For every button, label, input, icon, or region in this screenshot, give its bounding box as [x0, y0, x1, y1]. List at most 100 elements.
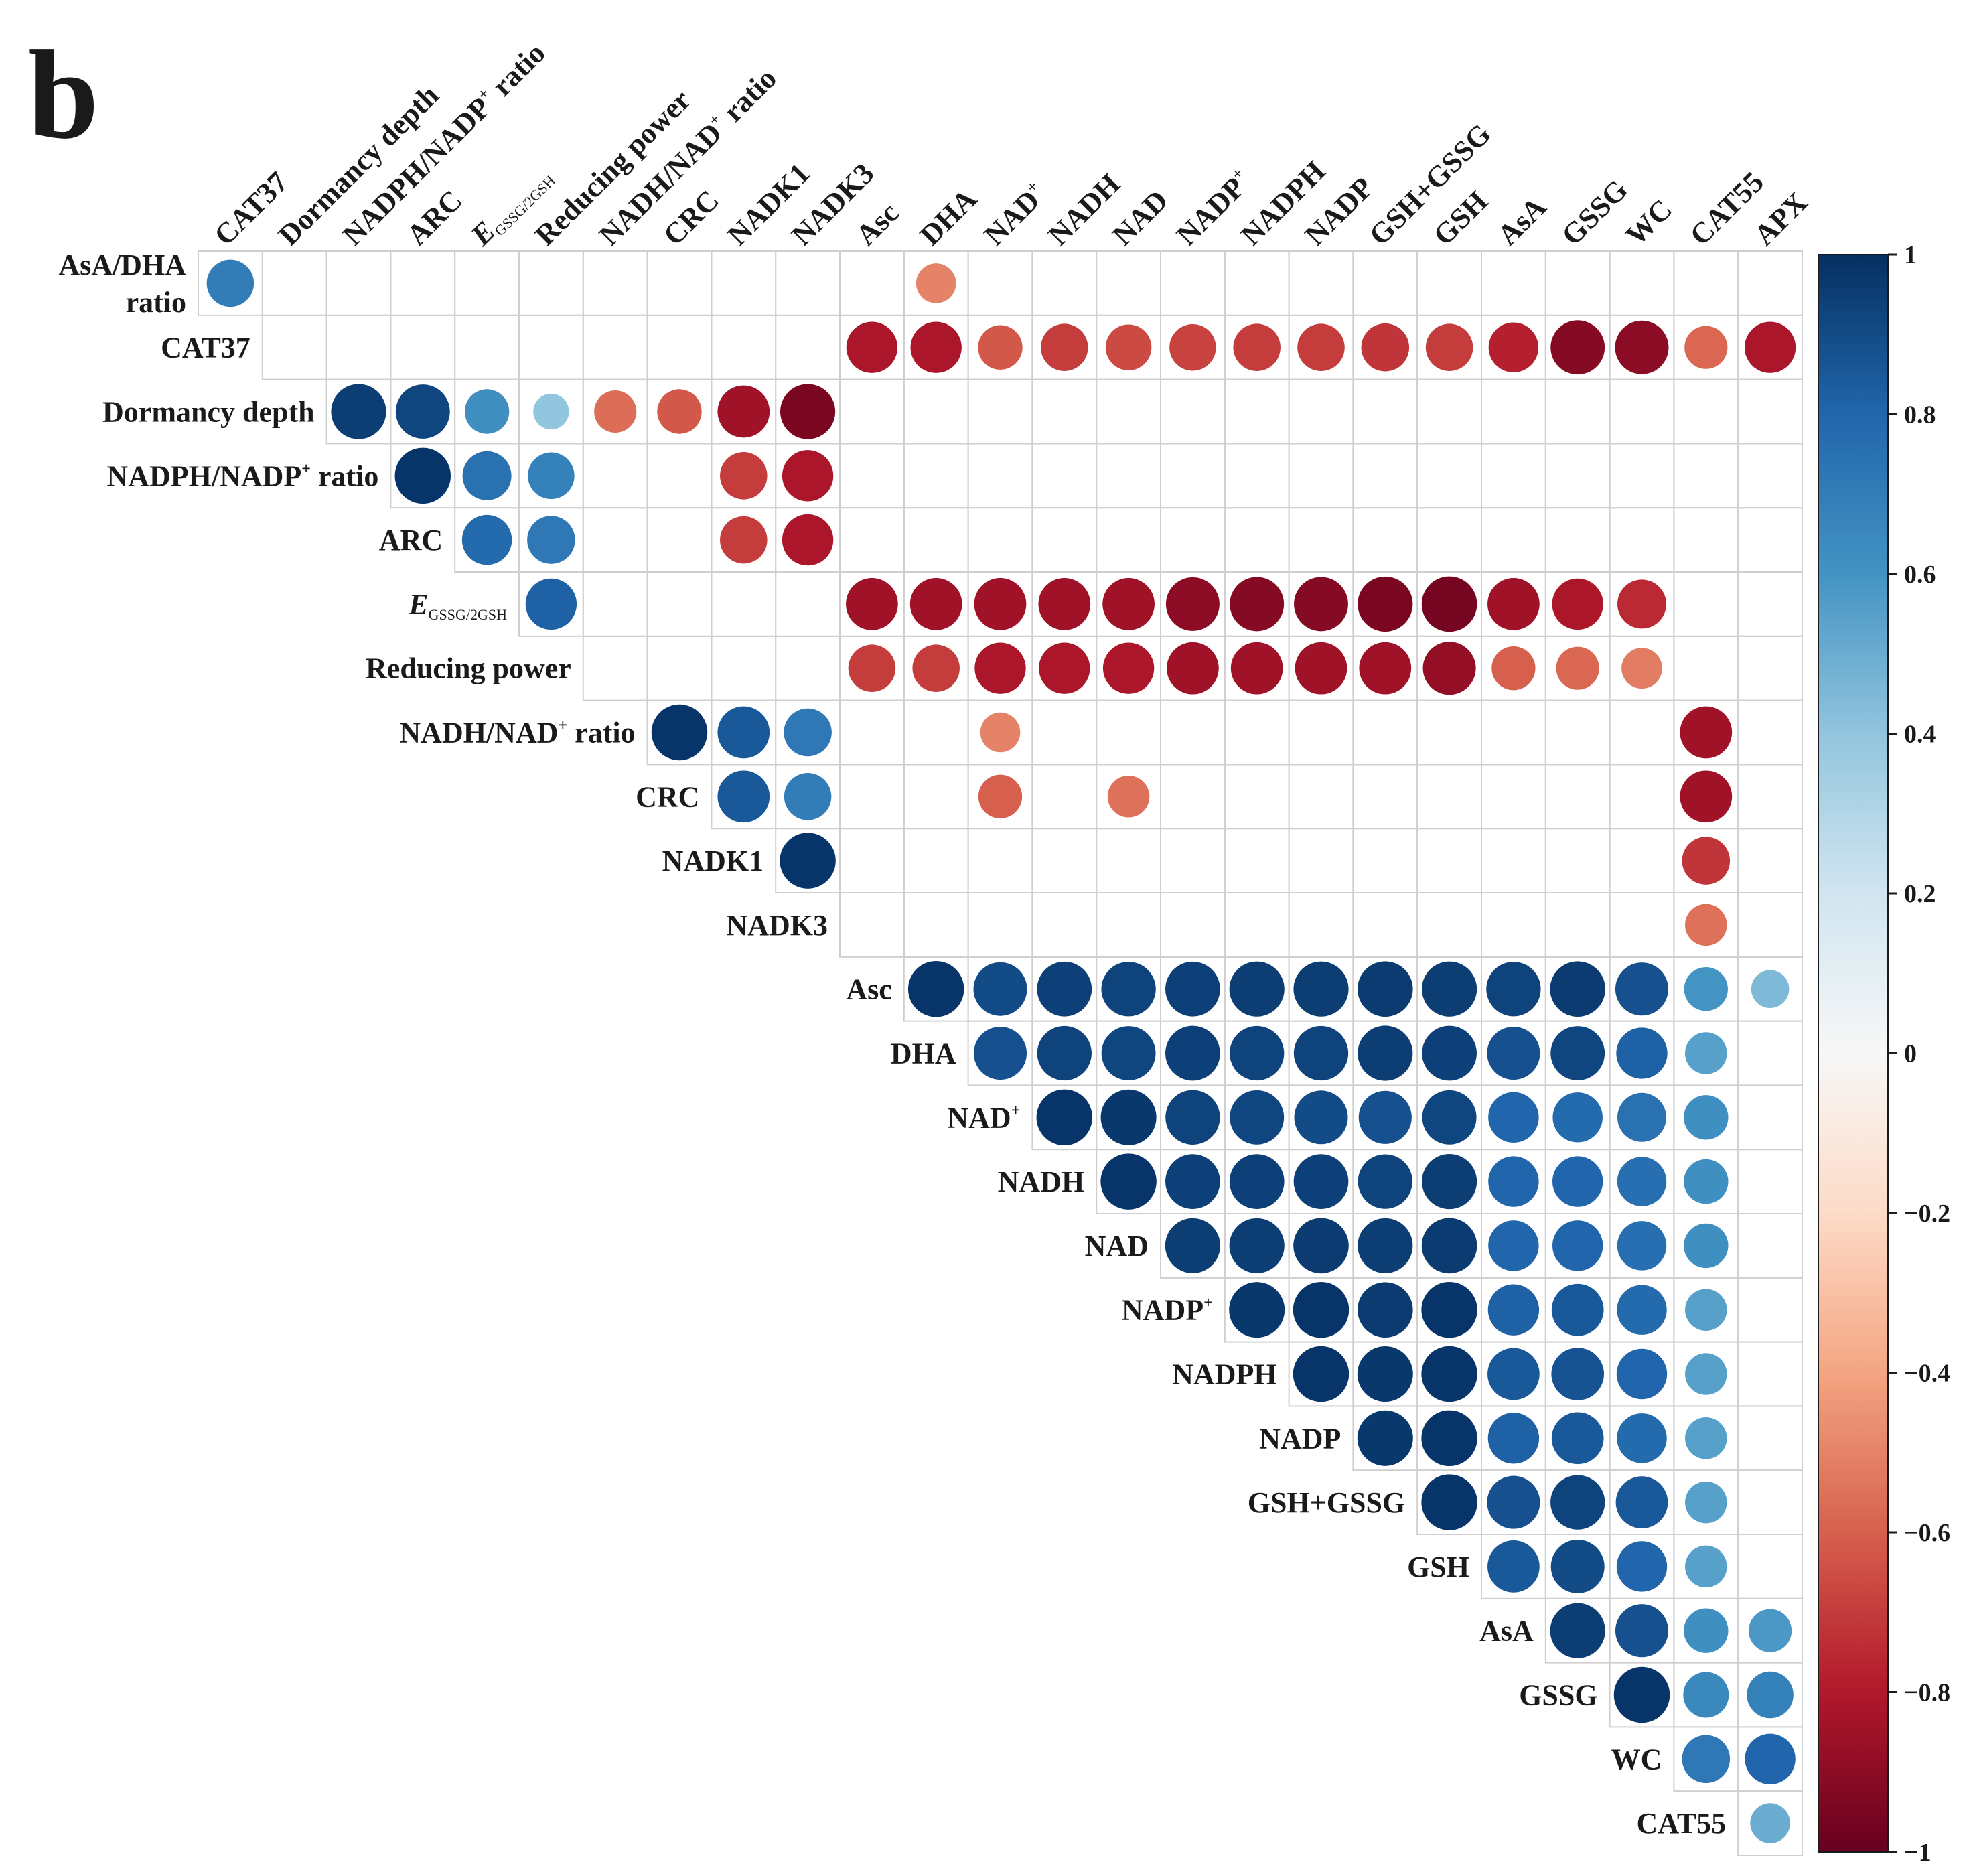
grid-cell: [1544, 250, 1611, 316]
corr-circle-nad-gsh-gssg: [1358, 1090, 1412, 1144]
corr-circle-dha-nad: [1101, 1026, 1156, 1080]
grid-cell: [1160, 250, 1226, 316]
grid-cell: [582, 443, 648, 509]
grid-cell: [775, 635, 841, 701]
corr-circle-nadh-nad-ratio-cat55: [1680, 706, 1733, 759]
grid-cell: [1481, 828, 1546, 893]
grid-cell: [390, 314, 456, 380]
corr-circle-nad-gsh: [1422, 1090, 1477, 1145]
grid-cell: [1160, 507, 1226, 573]
grid-cell: [646, 314, 713, 380]
grid-cell: [1416, 699, 1482, 766]
corr-circle-nadp-nadph: [1229, 1282, 1285, 1338]
corr-circle-reducing-power-wc: [1621, 648, 1662, 689]
grid-cell: [646, 635, 713, 701]
corr-circle-e-gssg-2gsh-nadp: [1294, 577, 1348, 632]
grid-cell: [839, 892, 905, 958]
grid-cell: [1031, 699, 1098, 766]
corr-circle-gssg-wc: [1613, 1666, 1670, 1723]
corr-circle-nad-nadph: [1229, 1218, 1285, 1273]
grid-cell: [903, 764, 969, 830]
row-label-dormancy-depth: Dormancy depth: [102, 396, 315, 429]
row-label-e-gssg-2gsh: EGSSG/2GSH: [408, 588, 507, 623]
row-label-nadh-nad-ratio: NADH/NAD+ ratio: [399, 717, 635, 749]
corr-circle-e-gssg-2gsh-wc: [1617, 579, 1667, 629]
colorbar-tick-label: 0.2: [1904, 880, 1936, 908]
colorbar-gradient: [1818, 254, 1889, 1853]
corr-circle-gsh-wc: [1616, 1541, 1668, 1592]
corr-circle-nadp-gssg: [1551, 1412, 1604, 1465]
grid-cell: [1096, 892, 1161, 958]
corr-circle-gsh-asa: [1487, 1540, 1540, 1593]
row-label-cat55: CAT55: [1637, 1807, 1727, 1840]
corr-circle-dormancy-depth-crc: [657, 389, 702, 434]
grid-cell: [1737, 828, 1803, 893]
corr-circle-asc-cat55: [1684, 967, 1728, 1011]
corr-circle-cat37-asa: [1488, 322, 1539, 372]
grid-cell: [1224, 507, 1290, 573]
corr-circle-nadp-gsh: [1421, 1410, 1477, 1467]
grid-cell: [839, 443, 905, 509]
corr-circle-crc-cat55: [1680, 770, 1733, 823]
corr-circle-dha-asa: [1487, 1026, 1540, 1080]
grid-cell: [839, 378, 905, 445]
corr-circle-asa-gssg: [1550, 1603, 1605, 1658]
grid-cell: [1160, 892, 1226, 958]
grid-cell: [1352, 250, 1418, 316]
grid-cell: [1609, 507, 1675, 573]
grid-cell: [1544, 699, 1611, 766]
grid-cell: [1224, 699, 1290, 766]
corr-circle-nadph-asa: [1487, 1348, 1540, 1400]
corr-circle-nad-nadp: [1294, 1090, 1348, 1145]
corr-circle-nadh-wc: [1617, 1157, 1667, 1206]
corr-circle-nad-wc: [1617, 1221, 1667, 1271]
corr-circle-nadp-gsh: [1421, 1281, 1477, 1338]
grid-cell: [582, 250, 648, 316]
corr-circle-e-gssg-2gsh-gsh: [1421, 576, 1477, 632]
corr-circle-asc-asa: [1486, 962, 1541, 1017]
corr-circle-e-gssg-2gsh-gssg: [1552, 578, 1603, 630]
corr-circle-nadp-asa: [1487, 1413, 1540, 1464]
grid-cell: [518, 314, 584, 380]
grid-cell: [1160, 828, 1226, 893]
grid-cell: [1544, 507, 1611, 573]
grid-cell: [1031, 250, 1098, 316]
correlation-circles: [206, 259, 1796, 1843]
corr-circle-dormancy-depth-nadk3: [780, 384, 836, 439]
corr-circle-nadph-gsh-gssg: [1357, 1346, 1413, 1402]
row-label-nadp: NADP+: [1122, 1294, 1213, 1327]
grid-cell: [903, 443, 969, 509]
grid-cell: [1673, 443, 1739, 509]
corr-circle-nad-gsh: [1421, 1218, 1477, 1274]
corr-circle-nad-asa: [1488, 1092, 1539, 1143]
row-label-nadh: NADH: [998, 1165, 1085, 1198]
corr-circle-nad-gssg: [1552, 1220, 1603, 1271]
grid-cell: [839, 507, 905, 573]
corr-circle-nadph-nadp-ratio-nadk3: [782, 450, 834, 502]
grid-cell: [1416, 250, 1482, 316]
corr-circle-asc-nad: [1101, 962, 1156, 1017]
grid-cell: [1481, 892, 1546, 958]
corr-circle-wc-cat55: [1682, 1735, 1731, 1784]
grid-cell: [1224, 828, 1290, 893]
corr-circle-cat37-wc: [1615, 320, 1669, 374]
corr-circle-dha-nadp: [1165, 1025, 1220, 1081]
grid-cell: [1160, 764, 1226, 830]
grid-cell: [518, 250, 584, 316]
grid-cell: [1224, 378, 1290, 445]
grid-cell: [582, 507, 648, 573]
grid-cell: [1224, 250, 1290, 316]
corr-circle-nadh-asa: [1488, 1156, 1539, 1207]
grid-cell: [1673, 250, 1739, 316]
column-label-nad: NAD+: [978, 177, 1053, 252]
corr-circle-e-gssg-2gsh-reducing-power: [525, 578, 577, 630]
grid-cell: [1096, 699, 1161, 766]
grid-cell: [1481, 699, 1546, 766]
corr-circle-cat37-nadp: [1169, 323, 1216, 371]
grid-cell: [1737, 1149, 1803, 1214]
corr-circle-nadh-gssg: [1552, 1156, 1603, 1207]
grid-cell: [454, 250, 520, 316]
corr-circle-nad-gsh-gssg: [1358, 1218, 1413, 1273]
corr-circle-reducing-power-nadph: [1230, 642, 1283, 695]
